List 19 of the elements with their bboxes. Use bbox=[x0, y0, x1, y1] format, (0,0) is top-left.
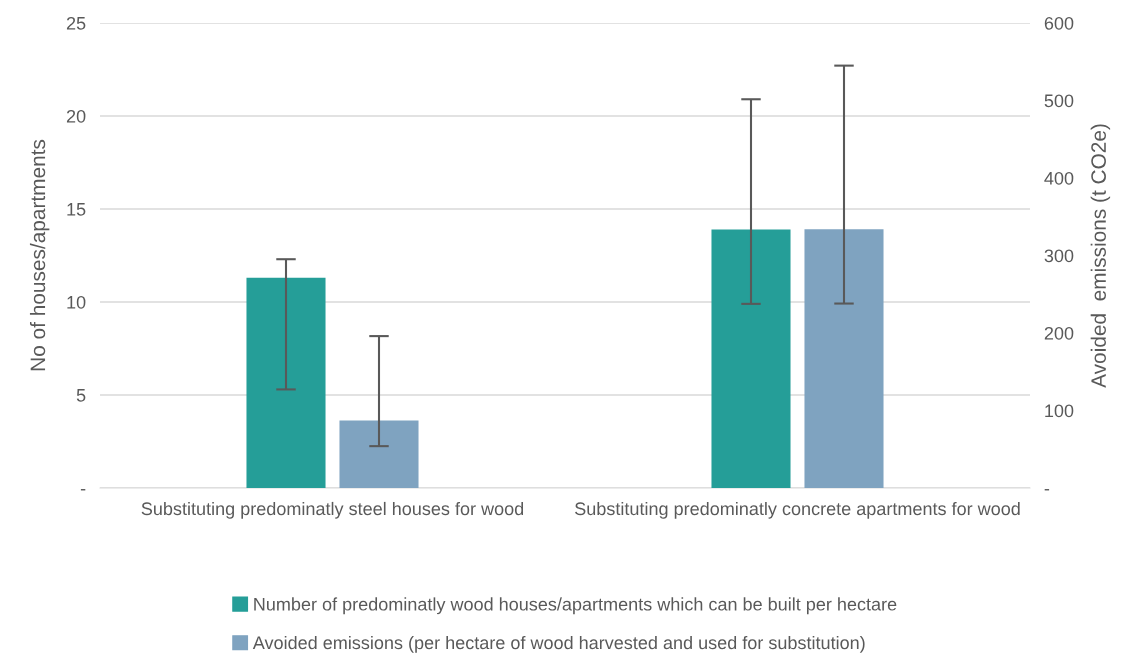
y-tick-label: 20 bbox=[66, 109, 86, 123]
y2-tick-label: 400 bbox=[1044, 171, 1074, 185]
y2-tick-label: 200 bbox=[1044, 326, 1074, 340]
x-tick-label: Substituting predominatly concrete apartments for wood bbox=[575, 501, 1020, 519]
y-axis-title: No of houses/apartments bbox=[29, 139, 50, 371]
legend-label: Number of predominatly wood houses/apartments which can be built per hectare bbox=[254, 597, 897, 615]
y-tick-label: 25 bbox=[66, 16, 86, 30]
x-tick-label: Substituting predominatly steel houses for wood bbox=[141, 501, 524, 519]
y-tick-label: 10 bbox=[67, 295, 86, 309]
y2-tick-label: - bbox=[1044, 489, 1050, 491]
y2-tick-label: 600 bbox=[1044, 16, 1074, 30]
y-tick-label: 5 bbox=[76, 389, 86, 402]
y2-tick-label: 300 bbox=[1044, 249, 1074, 263]
y2-axis-title: Avoided emissions (t CO2e) bbox=[1090, 124, 1111, 388]
legend-label: Avoided emissions (per hectare of wood harvested and used for substitution) bbox=[252, 635, 865, 653]
y2-tick-label: 100 bbox=[1045, 404, 1074, 418]
y2-tick-label: 500 bbox=[1044, 94, 1074, 108]
y-tick-label: 15 bbox=[67, 203, 86, 216]
y-tick-label: - bbox=[80, 489, 86, 491]
